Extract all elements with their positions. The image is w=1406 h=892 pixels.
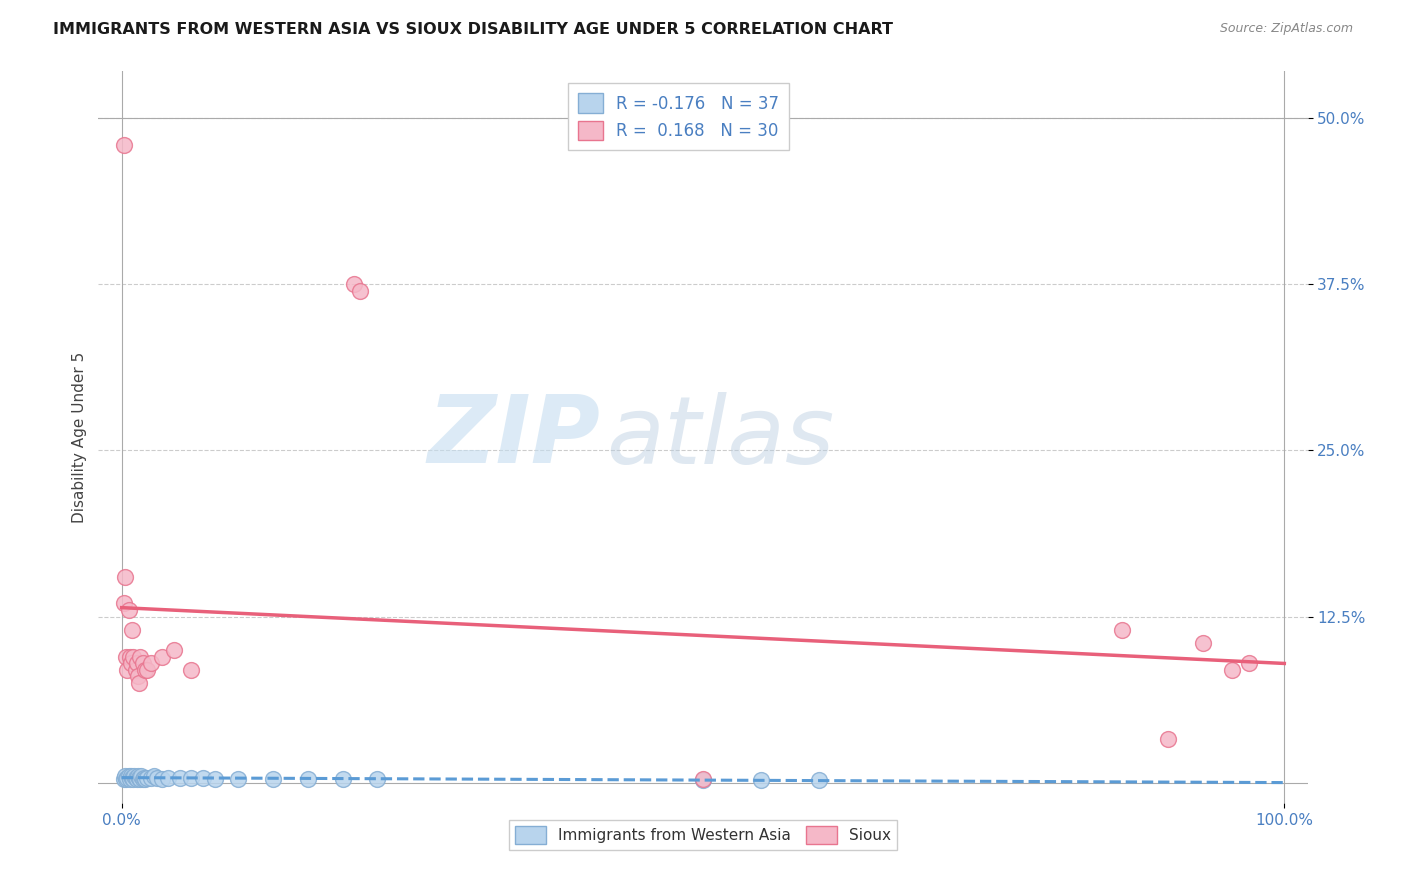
Point: [121, 623, 143, 637]
Point: [157, 771, 180, 785]
Point: [124, 769, 146, 783]
Point: [117, 663, 139, 677]
Point: [163, 643, 186, 657]
Point: [122, 649, 145, 664]
Point: [118, 603, 141, 617]
Point: [1239, 656, 1261, 670]
Text: IMMIGRANTS FROM WESTERN ASIA VS SIOUX DISABILITY AGE UNDER 5 CORRELATION CHART: IMMIGRANTS FROM WESTERN ASIA VS SIOUX DI…: [53, 22, 893, 37]
Point: [139, 771, 162, 785]
Point: [692, 773, 714, 788]
Point: [332, 772, 354, 786]
Point: [124, 771, 146, 785]
Point: [136, 771, 159, 785]
Point: [180, 663, 202, 677]
Point: [349, 284, 371, 298]
Point: [1157, 731, 1180, 746]
Point: [150, 649, 173, 664]
Point: [114, 570, 136, 584]
Point: [134, 663, 156, 677]
Point: [129, 649, 152, 664]
Point: [145, 771, 167, 785]
Point: [143, 769, 166, 783]
Legend: Immigrants from Western Asia, Sioux: Immigrants from Western Asia, Sioux: [509, 820, 897, 850]
Point: [118, 769, 141, 783]
Text: Source: ZipAtlas.com: Source: ZipAtlas.com: [1219, 22, 1353, 36]
Point: [125, 656, 148, 670]
Point: [131, 772, 153, 786]
Point: [120, 656, 142, 670]
Point: [112, 772, 135, 786]
Point: [692, 772, 714, 786]
Point: [226, 772, 249, 786]
Point: [132, 771, 155, 785]
Point: [262, 772, 284, 786]
Point: [343, 277, 366, 292]
Point: [129, 772, 152, 786]
Point: [749, 773, 772, 788]
Point: [112, 596, 135, 610]
Point: [366, 772, 388, 786]
Point: [122, 772, 145, 786]
Point: [204, 772, 226, 786]
Point: [114, 769, 136, 783]
Point: [125, 772, 148, 786]
Point: [115, 649, 138, 664]
Point: [131, 656, 153, 670]
Point: [131, 769, 153, 783]
Point: [136, 663, 159, 677]
Point: [139, 656, 162, 670]
Point: [124, 663, 146, 677]
Point: [134, 772, 156, 786]
Point: [115, 772, 138, 786]
Point: [127, 669, 149, 683]
Point: [169, 771, 191, 785]
Point: [128, 771, 150, 785]
Point: [120, 769, 142, 783]
Point: [118, 649, 141, 664]
Point: [117, 771, 139, 785]
Point: [191, 771, 214, 785]
Point: [1192, 636, 1215, 650]
Point: [127, 769, 149, 783]
Point: [150, 772, 173, 786]
Text: ZIP: ZIP: [427, 391, 600, 483]
Y-axis label: Disability Age Under 5: Disability Age Under 5: [72, 351, 87, 523]
Point: [808, 773, 831, 788]
Point: [112, 137, 135, 152]
Point: [1111, 623, 1133, 637]
Point: [297, 772, 319, 786]
Point: [118, 772, 141, 786]
Point: [1220, 663, 1243, 677]
Point: [121, 771, 143, 785]
Point: [180, 771, 202, 785]
Point: [128, 676, 150, 690]
Text: atlas: atlas: [606, 392, 835, 483]
